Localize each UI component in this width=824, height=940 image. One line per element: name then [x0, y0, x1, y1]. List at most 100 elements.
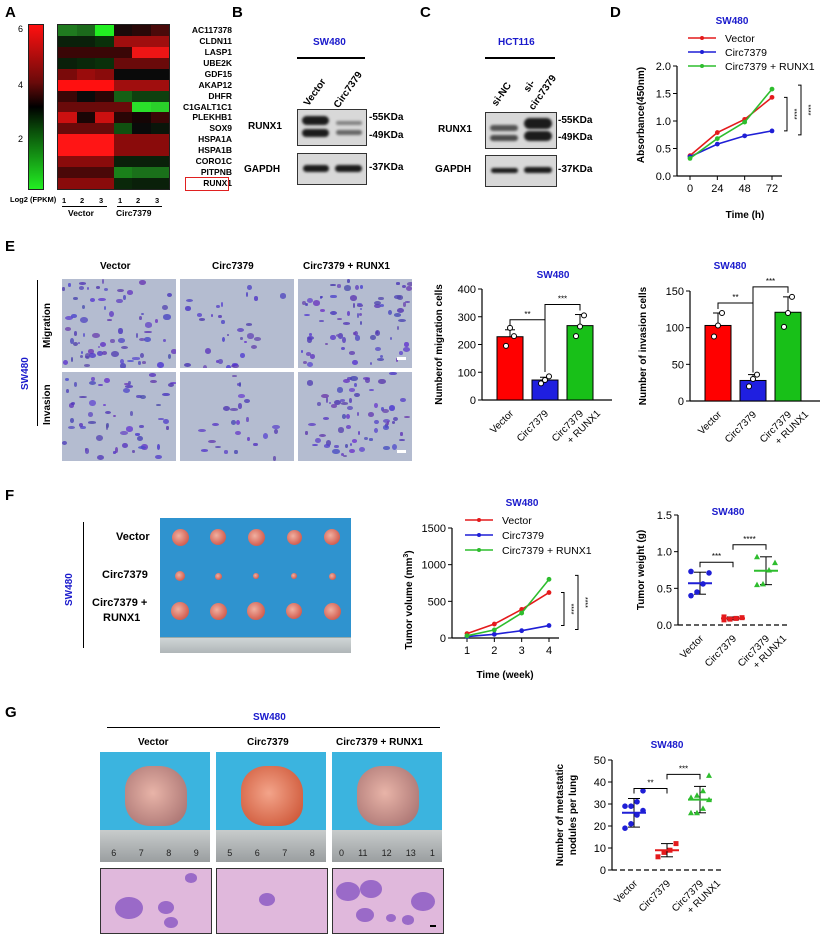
- gene-label: HSPA1A: [198, 134, 232, 145]
- svg-text:100: 100: [666, 323, 684, 335]
- heatmap-cell: [76, 90, 95, 102]
- heatmap-cell: [113, 79, 132, 91]
- row-label-runx1: RUNX1: [248, 121, 282, 132]
- svg-text:10: 10: [594, 843, 606, 855]
- legend-label: Circ7379: [725, 47, 767, 59]
- lung-photo: 6 7 8 9: [100, 752, 210, 862]
- heatmap: [57, 24, 170, 190]
- svg-text:SW480: SW480: [714, 261, 747, 272]
- tumor: [323, 602, 341, 620]
- ruler-number: 8: [309, 848, 315, 858]
- tumor-photo: [160, 518, 351, 653]
- row-label-vector: Vector: [116, 531, 150, 543]
- heatmap-cell: [150, 112, 169, 124]
- svg-text:0.5: 0.5: [656, 144, 671, 156]
- chart-migration: SW480 Numberof migration cells 0 100 200 300 4…: [434, 270, 612, 446]
- svg-text:Circ7379: Circ7379: [515, 408, 551, 444]
- svg-text:****: ****: [567, 604, 574, 615]
- svg-text:***: ***: [679, 764, 688, 773]
- marker-49kda: -49KDa: [369, 130, 404, 141]
- heatmap-cell: [132, 178, 151, 189]
- svg-text:3: 3: [519, 645, 525, 657]
- panel-d-label: D: [610, 4, 621, 21]
- svg-text:30: 30: [594, 799, 606, 811]
- heatmap-cell: [76, 46, 95, 58]
- heatmap-cell: [95, 101, 114, 113]
- heatmap-cell: [150, 178, 169, 189]
- cell-line-label: SW480: [313, 37, 346, 48]
- column-label-vector: Vector: [100, 261, 131, 272]
- western-blot-runx1: [485, 112, 557, 149]
- svg-text:Vector: Vector: [488, 408, 516, 436]
- heatmap-cell: [76, 68, 95, 80]
- heatmap-cell: [58, 156, 77, 168]
- heatmap-cell: [113, 35, 132, 47]
- heatmap-cell: [76, 123, 95, 135]
- gene-label: PITPNB: [200, 167, 232, 178]
- chart-title: SW480: [506, 498, 539, 509]
- ruler-number: 6: [111, 848, 117, 858]
- svg-text:Circ7379+ RUNX1: Circ7379+ RUNX1: [670, 870, 723, 923]
- transwell-micrograph: [180, 279, 294, 368]
- svg-text:Vector: Vector: [696, 409, 724, 437]
- svg-text:0.0: 0.0: [656, 171, 671, 183]
- heatmap-cell: [76, 167, 95, 179]
- ruler: [160, 637, 351, 653]
- panel-b-label: B: [232, 4, 243, 21]
- chart-absorbance: SW480 Vector Circ7379 Circ7379 + RUNX1 0…: [636, 16, 815, 221]
- heatmap-cell: [132, 35, 151, 47]
- heatmap-cell: [76, 35, 95, 47]
- heatmap-cell: [58, 79, 77, 91]
- svg-text:50: 50: [594, 755, 606, 767]
- heatmap-cell: [113, 25, 132, 36]
- svg-text:0: 0: [687, 183, 693, 195]
- tumor: [286, 529, 302, 545]
- column-label-circ7379: Circ7379: [212, 261, 254, 272]
- lung-photo: 5 6 7 8: [216, 752, 326, 862]
- heatmap-cell: [95, 25, 114, 36]
- he-stain-section: [216, 868, 328, 934]
- svg-text:72: 72: [766, 183, 778, 195]
- tumor: [214, 572, 222, 580]
- lane-bar: [297, 57, 365, 59]
- heatmap-cell: [113, 123, 132, 135]
- svg-text:4: 4: [546, 645, 552, 657]
- heatmap-cell: [113, 68, 132, 80]
- column-label-circ7379-runx1: Circ7379 + RUNX1: [336, 737, 423, 748]
- ruler-number: 12: [381, 848, 392, 858]
- x-axis-label: Time (h): [726, 210, 765, 221]
- legend: Vector Circ7379 Circ7379 + RUNX1: [688, 33, 815, 73]
- marker-49kda: -49KDa: [558, 132, 593, 143]
- heatmap-cell: [58, 178, 77, 189]
- svg-text:20: 20: [594, 821, 606, 833]
- svg-text:Circ7379+ RUNX1: Circ7379+ RUNX1: [736, 625, 789, 678]
- chart-title: SW480: [716, 16, 749, 27]
- heatmap-cell: [58, 46, 77, 58]
- heatmap-cell: [150, 35, 169, 47]
- tumor: [324, 529, 340, 545]
- heatmap-cell: [132, 57, 151, 69]
- heatmap-cell: [150, 167, 169, 179]
- marker-55kda: -55KDa: [369, 112, 404, 123]
- gene-label: GDF15: [204, 68, 232, 79]
- marker-37kda: -37KDa: [369, 162, 404, 173]
- svg-text:Circ7379: Circ7379: [637, 878, 673, 914]
- svg-text:24: 24: [711, 183, 723, 195]
- col-label: 3: [155, 196, 160, 205]
- western-blot-gapdh: [297, 153, 367, 185]
- svg-text:****: ****: [581, 597, 588, 608]
- tumor: [171, 528, 189, 546]
- lung-photo: 0 11 12 13 1: [332, 752, 442, 862]
- row-label-runx1: RUNX1: [103, 612, 141, 624]
- tumor: [253, 573, 259, 579]
- heatmap-cell: [150, 90, 169, 102]
- heatmap-cell: [132, 123, 151, 135]
- svg-text:Circ7379+ RUNX1: Circ7379+ RUNX1: [758, 401, 811, 454]
- heatmap-cell: [58, 57, 77, 69]
- ruler-number: 8: [166, 848, 172, 858]
- colorbar-tick-4: 4: [18, 80, 24, 90]
- svg-text:1.5: 1.5: [656, 89, 671, 101]
- svg-text:Vector: Vector: [678, 633, 706, 661]
- svg-text:Circ7379: Circ7379: [703, 633, 739, 669]
